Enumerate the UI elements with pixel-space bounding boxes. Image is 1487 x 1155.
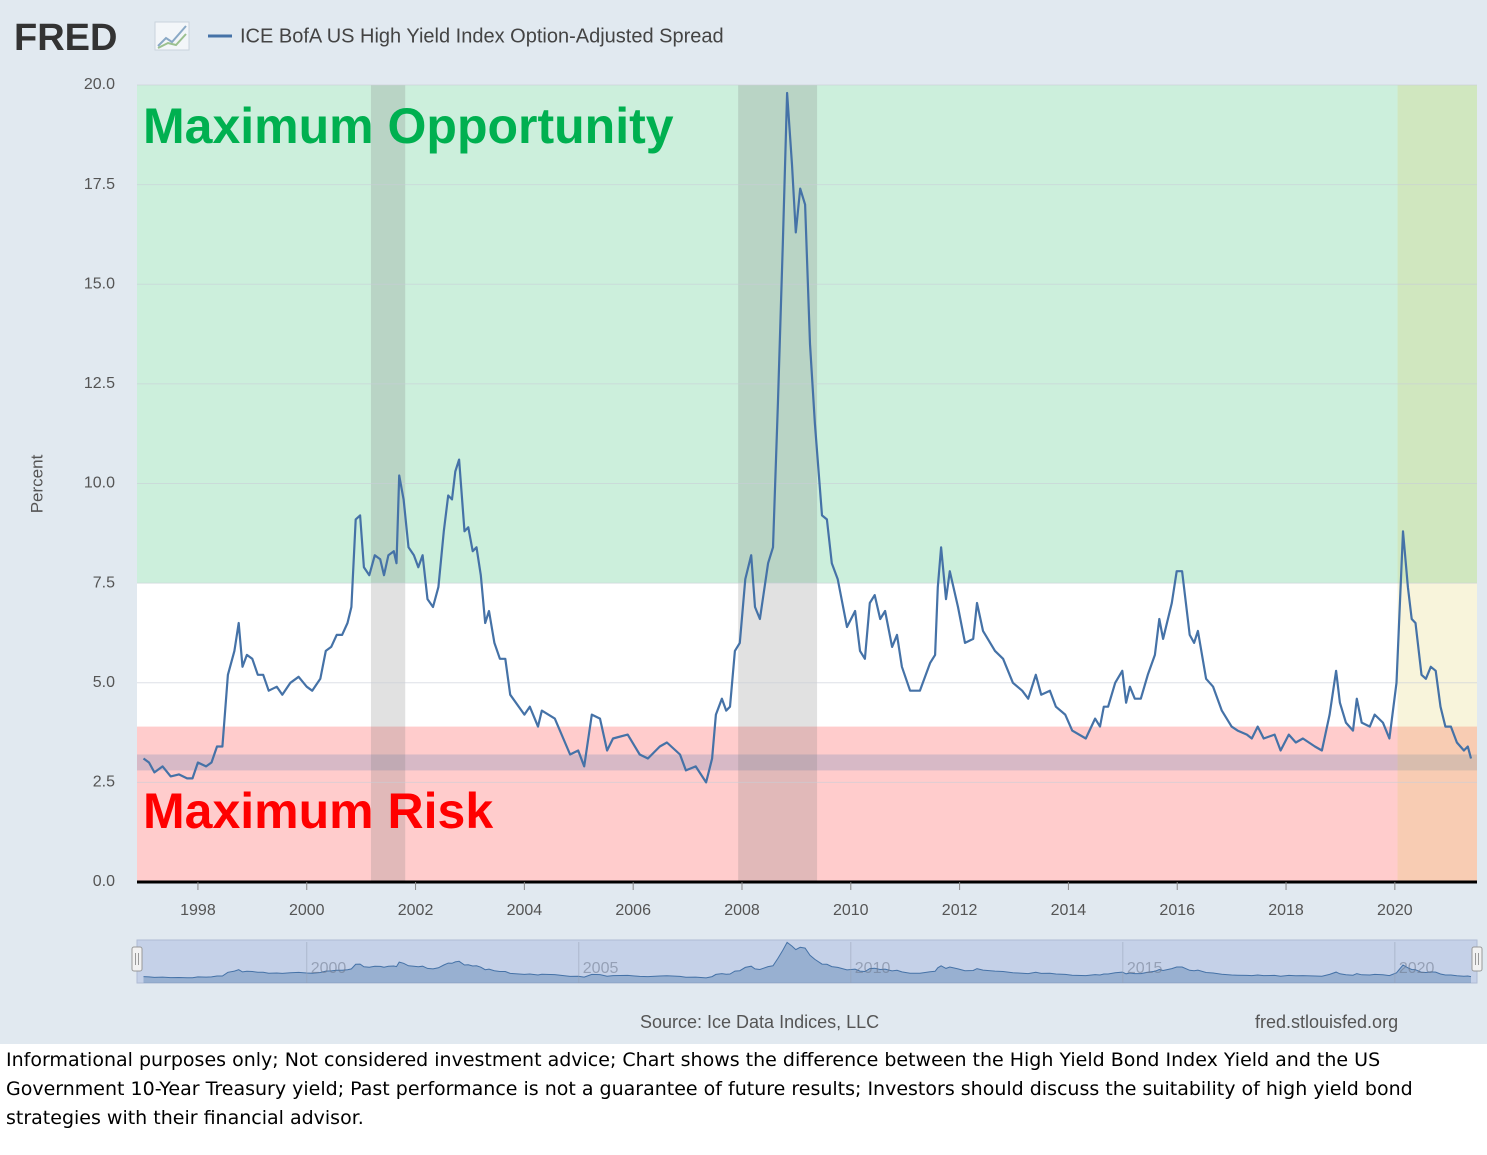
- zone-label: Maximum Opportunity: [143, 98, 674, 154]
- navigator-line: [143, 941, 1472, 979]
- y-tick-label: 10.0: [84, 475, 115, 492]
- y-tick-label: 5.0: [93, 674, 115, 691]
- x-tick-label: 2000: [289, 902, 325, 919]
- footnote: Informational purposes only; Not conside…: [6, 1049, 1413, 1129]
- x-tick-label: 2012: [942, 902, 978, 919]
- y-tick-label: 20.0: [84, 76, 115, 93]
- zone-band: [137, 726, 1477, 882]
- navigator-tick-label: 2000: [311, 960, 347, 977]
- site: fred.stlouisfed.org: [1255, 1012, 1398, 1032]
- x-tick-label: 2016: [1159, 902, 1195, 919]
- x-tick-label: 2010: [833, 902, 869, 919]
- navigator-handle: [131, 946, 143, 972]
- y-tick-label: 12.5: [84, 375, 115, 392]
- y-axis-label: Percent: [27, 454, 46, 513]
- y-tick-label: 17.5: [84, 176, 115, 193]
- navigator-tick-label: 2005: [583, 960, 619, 977]
- x-tick-label: 2006: [615, 902, 651, 919]
- brand-logo: FRED: [14, 17, 117, 59]
- y-tick-label: 2.5: [93, 774, 115, 791]
- x-tick-label: 2018: [1268, 902, 1304, 919]
- reference-band: [137, 754, 1477, 771]
- x-tick-label: 2014: [1051, 902, 1087, 919]
- navigator-area: [143, 942, 1471, 983]
- logo-icon: [154, 21, 190, 51]
- zone-label: Maximum Risk: [143, 783, 493, 839]
- series-line: [142, 91, 1473, 784]
- source: Source: Ice Data Indices, LLC: [640, 1012, 879, 1032]
- chart: FRED ICE BofA US High Yield Index Option…: [0, 0, 1487, 1044]
- navigator-handle: [1471, 946, 1483, 972]
- legend-label: ICE BofA US High Yield Index Option-Adju…: [240, 25, 724, 47]
- x-tick-label: 2020: [1377, 902, 1413, 919]
- x-tick-label: 2002: [398, 902, 434, 919]
- navigator-tick-label: 2020: [1399, 960, 1435, 977]
- x-tick-label: 1998: [180, 902, 216, 919]
- y-tick-label: 7.5: [93, 574, 115, 591]
- x-tick-label: 2008: [724, 902, 760, 919]
- navigator-tick-label: 2015: [1127, 960, 1163, 977]
- x-tick-label: 2004: [507, 902, 543, 919]
- navigator-tick-label: 2010: [855, 960, 891, 977]
- zone-band: [137, 85, 1477, 584]
- y-tick-label: 0.0: [93, 873, 115, 890]
- y-tick-label: 15.0: [84, 275, 115, 292]
